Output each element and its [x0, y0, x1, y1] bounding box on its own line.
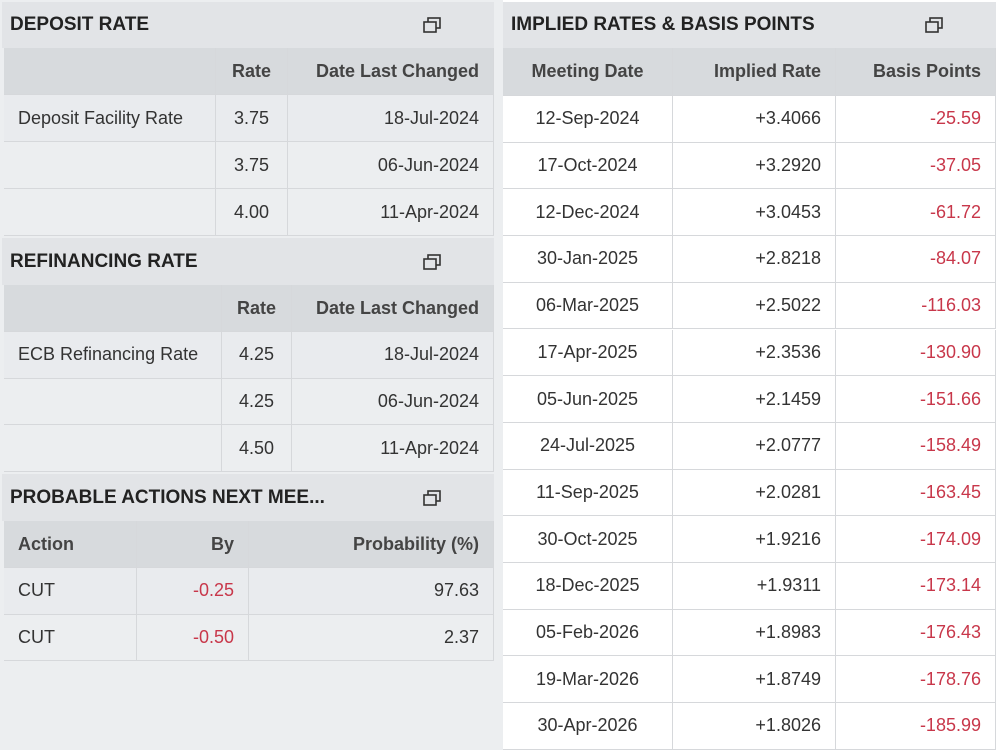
table-cell: +2.1459: [673, 376, 836, 423]
table-cell: +1.9311: [673, 563, 836, 610]
column-header: Action: [4, 521, 137, 568]
table-cell: CUT: [4, 614, 137, 661]
panel-title: REFINANCING RATE: [2, 238, 494, 285]
column-header: Basis Points: [836, 48, 996, 96]
panel-title: DEPOSIT RATE: [2, 2, 494, 48]
table-cell: -0.50: [137, 614, 249, 661]
table-cell: 17-Oct-2024: [503, 142, 673, 190]
column-header: Probability (%): [249, 521, 494, 568]
table-cell: +2.8218: [673, 236, 836, 283]
table-cell: -176.43: [836, 609, 996, 657]
table-cell: 06-Mar-2025: [503, 282, 673, 330]
table-cell: -174.09: [836, 516, 996, 563]
popout-icon[interactable]: [422, 489, 442, 507]
table-cell: 30-Jan-2025: [503, 236, 673, 283]
table-cell: +2.5022: [673, 282, 836, 330]
table-cell: 30-Apr-2026: [503, 703, 673, 750]
table-cell: CUT: [4, 568, 137, 615]
table-cell: [4, 142, 216, 189]
table-cell: 4.00: [216, 189, 288, 236]
table-cell: -185.99: [836, 703, 996, 750]
column-header: [4, 285, 222, 332]
table-cell: 4.50: [222, 425, 292, 473]
column-header: Rate: [222, 285, 292, 332]
table-cell: +2.3536: [673, 329, 836, 377]
table-cell: -151.66: [836, 376, 996, 423]
table-cell: -84.07: [836, 236, 996, 283]
table-cell: +3.4066: [673, 96, 836, 143]
table-cell: 19-Mar-2026: [503, 656, 673, 704]
table-cell: Deposit Facility Rate: [4, 95, 216, 142]
table-cell: 17-Apr-2025: [503, 329, 673, 377]
table-cell: -25.59: [836, 96, 996, 143]
divider: [497, 0, 503, 750]
table-cell: 05-Jun-2025: [503, 376, 673, 423]
column-header: Date Last Changed: [292, 285, 494, 332]
table-cell: 11-Apr-2024: [288, 189, 494, 236]
panel-title: PROBABLE ACTIONS NEXT MEE...: [2, 474, 494, 521]
table-cell: [4, 189, 216, 236]
table-cell: 06-Jun-2024: [288, 142, 494, 189]
popout-icon[interactable]: [422, 16, 442, 34]
table-cell: -173.14: [836, 563, 996, 610]
table-cell: -158.49: [836, 422, 996, 470]
table-cell: 11-Apr-2024: [292, 425, 494, 473]
table-cell: 12-Sep-2024: [503, 96, 673, 143]
column-header: Meeting Date: [503, 48, 673, 96]
table-cell: 4.25: [222, 378, 292, 426]
table-cell: -37.05: [836, 142, 996, 190]
table-cell: 2.37: [249, 614, 494, 661]
column-header: Date Last Changed: [288, 48, 494, 95]
column-header: [4, 48, 216, 95]
table-cell: +3.0453: [673, 189, 836, 237]
table-cell: -178.76: [836, 656, 996, 704]
popout-icon[interactable]: [924, 16, 944, 34]
table-cell: +3.2920: [673, 142, 836, 190]
table-cell: [4, 378, 222, 426]
table-cell: +2.0777: [673, 422, 836, 470]
table-cell: +1.9216: [673, 516, 836, 563]
table-cell: 12-Dec-2024: [503, 189, 673, 237]
table-cell: +1.8026: [673, 703, 836, 750]
table-cell: 24-Jul-2025: [503, 422, 673, 470]
table-cell: ECB Refinancing Rate: [4, 332, 222, 379]
table-cell: +2.0281: [673, 469, 836, 517]
table-cell: -130.90: [836, 329, 996, 377]
table-cell: 97.63: [249, 568, 494, 615]
table-cell: 3.75: [216, 95, 288, 142]
table-cell: 18-Jul-2024: [288, 95, 494, 142]
column-header: Implied Rate: [673, 48, 836, 96]
column-header: Rate: [216, 48, 288, 95]
popout-icon[interactable]: [422, 253, 442, 271]
table-cell: -116.03: [836, 282, 996, 330]
table-cell: -163.45: [836, 469, 996, 517]
table-cell: 05-Feb-2026: [503, 609, 673, 657]
column-header: By: [137, 521, 249, 568]
table-cell: 30-Oct-2025: [503, 516, 673, 563]
table-cell: -0.25: [137, 568, 249, 615]
panel-title: IMPLIED RATES & BASIS POINTS: [503, 2, 996, 48]
table-cell: 06-Jun-2024: [292, 378, 494, 426]
table-cell: +1.8983: [673, 609, 836, 657]
table-cell: 18-Dec-2025: [503, 563, 673, 610]
table-cell: 11-Sep-2025: [503, 469, 673, 517]
table-cell: -61.72: [836, 189, 996, 237]
table-cell: +1.8749: [673, 656, 836, 704]
table-cell: 4.25: [222, 332, 292, 379]
table-cell: [4, 425, 222, 473]
table-cell: 3.75: [216, 142, 288, 189]
table-cell: 18-Jul-2024: [292, 332, 494, 379]
